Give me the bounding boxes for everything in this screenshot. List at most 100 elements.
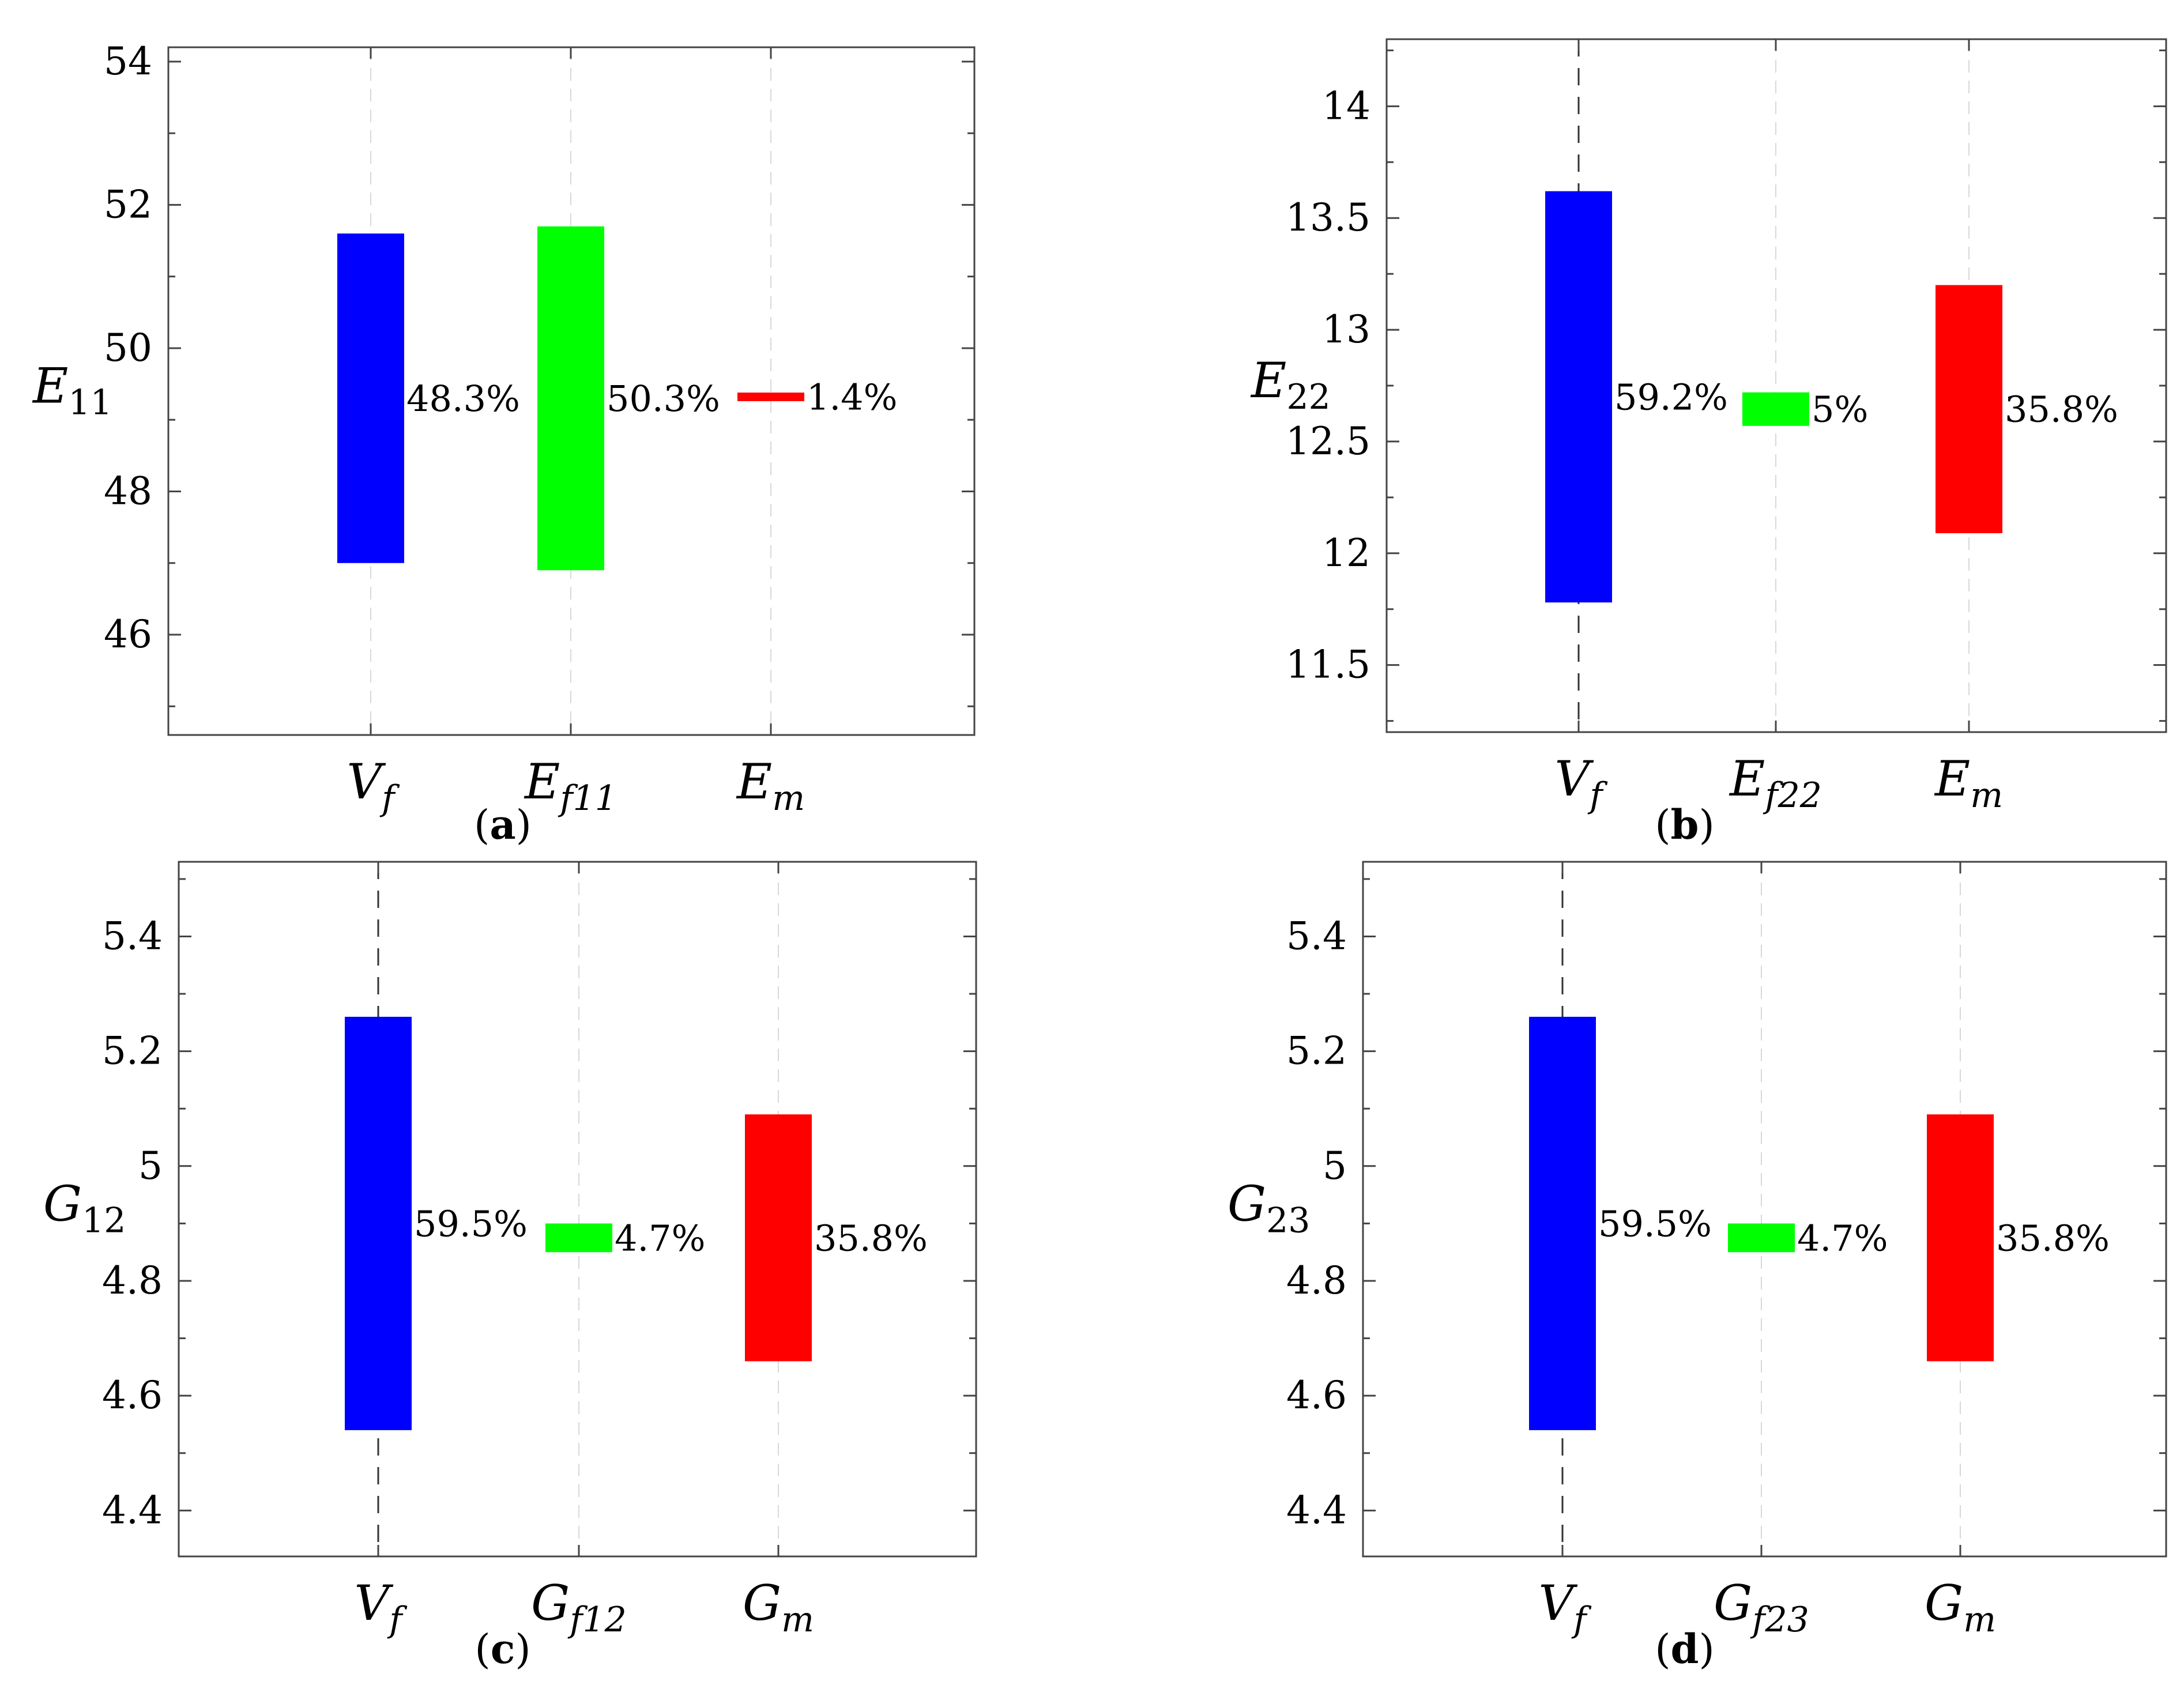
bar-e-f22 — [1742, 392, 1809, 426]
y-tick-label: 13.5 — [1286, 195, 1370, 240]
x-category-label: Vf — [1539, 1575, 1592, 1640]
bar-percent-label: 35.8% — [814, 1217, 928, 1259]
y-tick-label: 4.4 — [102, 1488, 163, 1532]
y-tick-label: 14 — [1322, 84, 1370, 128]
x-category-subscript: m — [772, 778, 805, 819]
y-tick-label: 5 — [138, 1144, 163, 1188]
bar-g-f23 — [1728, 1223, 1795, 1253]
y-tick-label: 4.6 — [102, 1373, 163, 1418]
x-category-label: Ef22 — [1729, 751, 1822, 816]
caption-paren-open: ( — [474, 801, 489, 849]
y-axis-label-subscript: 23 — [1266, 1201, 1310, 1241]
bar-v-f — [1529, 1016, 1596, 1430]
bar-g-f12 — [545, 1223, 612, 1253]
panel-a: 46 48 50 52 54 E11 48.3% 50.3% 1.4% Vf Ef11 Em (a) — [32, 39, 976, 849]
x-category-label: Em — [736, 753, 805, 819]
bar-percent-label: 50.3% — [607, 378, 720, 420]
caption-paren-open: ( — [475, 1626, 490, 1673]
y-tick-label: 4.6 — [1286, 1373, 1347, 1418]
x-category-subscript: f — [1587, 775, 1608, 816]
y-tick-label: 4.4 — [1286, 1488, 1347, 1532]
bar-e-m — [737, 392, 804, 401]
y-tick-label: 54 — [104, 39, 152, 84]
y-tick-label: 5.2 — [102, 1029, 163, 1073]
caption-letter: b — [1671, 801, 1699, 849]
x-category-label: Gm — [1925, 1575, 1996, 1640]
caption-letter: a — [489, 801, 515, 849]
caption-paren-open: ( — [1655, 1626, 1670, 1673]
panel-caption: (b) — [1655, 801, 1715, 849]
y-tick-label: 4.8 — [1286, 1258, 1347, 1303]
x-category-label: Gf23 — [1714, 1575, 1809, 1640]
x-category-subscript: f11 — [558, 778, 617, 819]
bar-percent-label: 59.5% — [414, 1202, 528, 1245]
bar-percent-label: 4.7% — [1797, 1217, 1888, 1259]
y-tick-label: 13 — [1322, 307, 1370, 352]
x-category-subscript: m — [1963, 1600, 1996, 1640]
caption-paren-close: ) — [515, 1626, 530, 1673]
x-category-label: Gm — [743, 1575, 814, 1640]
bar-percent-label: 5% — [1812, 389, 1868, 431]
y-tick-label: 11.5 — [1286, 643, 1370, 687]
bar-percent-label: 35.8% — [1996, 1217, 2110, 1259]
y-tick-label: 12 — [1322, 531, 1370, 575]
x-category-subscript: f22 — [1763, 775, 1822, 816]
bar-percent-label: 1.4% — [807, 376, 898, 418]
y-tick-label: 4.8 — [102, 1258, 163, 1303]
x-category-subscript: f12 — [567, 1600, 627, 1640]
y-tick-label: 5.4 — [102, 914, 163, 958]
x-category-label: Gf12 — [531, 1575, 627, 1640]
caption-paren-open: ( — [1655, 801, 1670, 849]
x-category-subscript: m — [1970, 775, 2003, 816]
y-axis-label: G23 — [1227, 1176, 1310, 1241]
y-axis-label-subscript: 12 — [82, 1201, 126, 1241]
bar-v-f — [1545, 191, 1612, 603]
bar-g-m — [745, 1114, 812, 1362]
y-tick-label: 52 — [104, 182, 152, 227]
bar-percent-label: 35.8% — [2005, 389, 2118, 431]
panel-caption: (c) — [475, 1625, 530, 1673]
y-axis-label: E22 — [1250, 352, 1331, 417]
panel-b: 11.5 12 12.5 13 13.5 14 E22 59.2% 5% 35.8% Vf Ef22 E… — [1250, 38, 2167, 849]
bar-v-f — [345, 1016, 412, 1430]
x-category-label: Ef11 — [524, 753, 617, 819]
x-category-subscript: f — [379, 778, 400, 819]
caption-paren-close: ) — [1699, 801, 1714, 849]
y-tick-label: 5.4 — [1286, 914, 1347, 958]
caption-letter: c — [491, 1625, 515, 1673]
bar-percent-label: 59.5% — [1598, 1202, 1712, 1245]
bar-e-m — [1936, 285, 2002, 533]
x-category-subscript: f — [1571, 1600, 1592, 1640]
bar-percent-label: 59.2% — [1614, 376, 1728, 418]
plot-frame — [1362, 861, 2167, 1558]
plot-frame — [178, 861, 977, 1558]
y-tick-label: 46 — [104, 612, 152, 657]
y-tick-label: 5.2 — [1286, 1029, 1347, 1073]
y-tick-label: 5 — [1323, 1144, 1347, 1188]
y-axis-label: G12 — [43, 1176, 126, 1241]
panel-c: 4.4 4.6 4.8 5 5.2 5.4 G12 59.5% 4.7% 35.8% Vf Gf12 G… — [43, 861, 977, 1673]
y-tick-label: 12.5 — [1286, 419, 1370, 463]
caption-paren-close: ) — [1699, 1626, 1714, 1673]
caption-letter: d — [1671, 1625, 1699, 1673]
x-category-subscript: m — [781, 1600, 814, 1640]
bar-percent-label: 48.3% — [406, 378, 520, 420]
panel-caption: (d) — [1655, 1625, 1715, 1673]
x-category-label: Vf — [1555, 751, 1609, 816]
y-axis-label: E11 — [32, 358, 112, 423]
bar-percent-label: 4.7% — [615, 1217, 706, 1259]
x-category-label: Vf — [355, 1575, 408, 1640]
x-category-label: Vf — [347, 753, 401, 819]
y-axis-label-subscript: 11 — [68, 383, 112, 423]
x-category-subscript: f23 — [1750, 1600, 1809, 1640]
bar-v-f — [337, 233, 404, 563]
y-axis-label-subscript: 22 — [1286, 377, 1330, 417]
bar-e-f11 — [537, 226, 604, 571]
caption-paren-close: ) — [516, 801, 532, 849]
panel-d: 4.4 4.6 4.8 5 5.2 5.4 G23 59.5% 4.7% 35.8% Vf Gf23 G… — [1227, 861, 2167, 1673]
bar-g-m — [1927, 1114, 1994, 1362]
x-category-label: Em — [1934, 751, 2003, 816]
y-tick-label: 48 — [104, 469, 152, 513]
y-tick-label: 50 — [104, 326, 152, 370]
